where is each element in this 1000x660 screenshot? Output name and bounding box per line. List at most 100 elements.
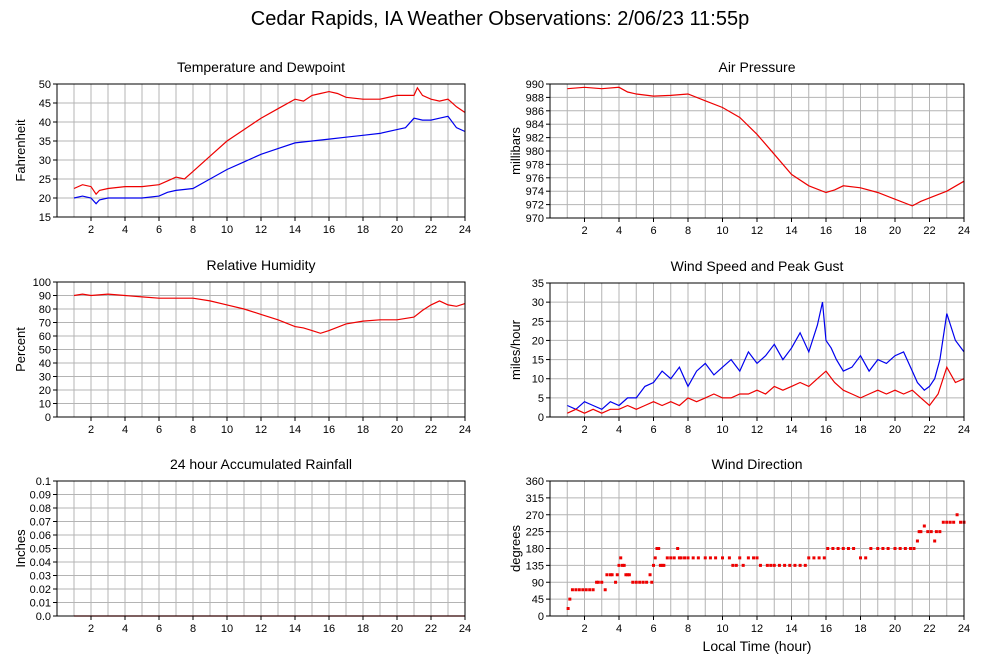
data-point [577,588,581,592]
y-tick-label: 25 [532,316,544,328]
y-axis-label: Inches [13,529,28,568]
data-point [641,580,645,584]
x-tick-label: 18 [854,623,866,635]
x-tick-label: 6 [650,225,656,237]
y-tick-label: 25 [39,174,51,186]
y-tick-label: 30 [39,372,51,384]
x-tick-label: 22 [923,424,935,436]
data-point [826,547,830,550]
y-tick-label: 0.05 [30,544,51,556]
x-tick-label: 18 [854,424,866,436]
data-point [574,588,578,592]
data-point [617,563,621,567]
data-point [738,556,742,560]
y-tick-label: 0.08 [30,503,51,515]
y-tick-label: 990 [526,79,544,91]
data-point [817,556,821,560]
grid [57,481,465,616]
data-point [941,520,945,524]
x-tick-label: 18 [357,623,369,635]
x-tick-label: 24 [459,424,471,436]
y-tick-label: 135 [526,560,544,572]
page-title: Cedar Rapids, IA Weather Observations: 2… [250,8,750,30]
x-tick-label: 10 [716,623,728,635]
data-point [955,513,959,517]
data-point [741,563,745,567]
data-point [570,588,574,592]
x-tick-label: 22 [425,623,437,635]
chart-title: Wind Speed and Peak Gust [671,258,844,274]
x-tick-label: 8 [190,623,196,635]
data-point [683,556,687,560]
data-point [584,588,588,592]
data-point [655,547,659,550]
data-point [610,573,614,577]
y-tick-label: 315 [526,493,544,505]
x-tick-label: 6 [156,424,162,436]
data-point [566,607,570,610]
data-point [841,547,845,550]
x-tick-label: 10 [221,224,233,236]
y-tick-label: 986 [526,106,544,118]
data-point [665,556,669,560]
y-tick-label: 270 [526,510,544,522]
data-point [846,547,850,550]
x-tick-label: 24 [958,225,970,237]
x-tick-label: 12 [255,224,267,236]
data-point [959,520,963,524]
x-tick-label: 8 [685,424,691,436]
data-point [876,547,880,550]
x-tick-label: 4 [122,224,128,236]
x-tick-label: 8 [685,225,691,237]
series-line [73,115,466,205]
series-line [567,301,965,411]
data-point [645,580,649,584]
y-tick-label: 45 [39,98,51,110]
data-point [919,530,923,534]
data-point [652,563,655,567]
x-tick-label: 6 [156,224,162,236]
data-point [624,573,628,577]
grid [57,84,465,217]
x-tick-label: 16 [323,224,335,236]
data-point [648,573,652,577]
data-point [658,563,662,567]
data-point [727,556,731,560]
x-tick-label: 12 [255,623,267,635]
x-tick-label: 12 [751,623,763,635]
x-tick-label: 2 [88,424,94,436]
y-axis-label: miles/hour [508,319,523,380]
y-tick-label: 10 [39,399,51,411]
x-tick-label: 20 [889,424,901,436]
x-tick-label: 4 [616,424,622,436]
y-tick-label: 30 [39,155,51,167]
y-tick-label: 80 [39,304,51,316]
x-tick-label: 18 [854,225,866,237]
y-tick-label: 0 [45,412,51,424]
x-tick-label: 20 [391,424,403,436]
x-tick-label: 24 [459,224,471,236]
y-axis-label: degrees [508,525,523,572]
x-tick-label: 14 [289,623,301,635]
x-tick-label: 24 [958,424,970,436]
y-tick-label: 45 [532,594,544,606]
x-tick-label: 16 [820,623,832,635]
data-point [903,547,907,550]
y-tick-label: 35 [532,278,544,290]
x-tick-label: 16 [323,424,335,436]
x-tick-label: 12 [751,424,763,436]
x-tick-label: 16 [323,623,335,635]
data-point [608,573,612,577]
data-point [912,547,916,550]
data-point [677,556,681,560]
data-point [714,556,718,560]
y-tick-label: 40 [39,117,51,129]
data-point [638,580,642,584]
series-points [566,513,966,610]
x-tick-label: 20 [889,225,901,237]
data-point [662,563,666,567]
data-point [852,547,856,550]
data-point [772,563,776,567]
data-point [581,588,585,592]
